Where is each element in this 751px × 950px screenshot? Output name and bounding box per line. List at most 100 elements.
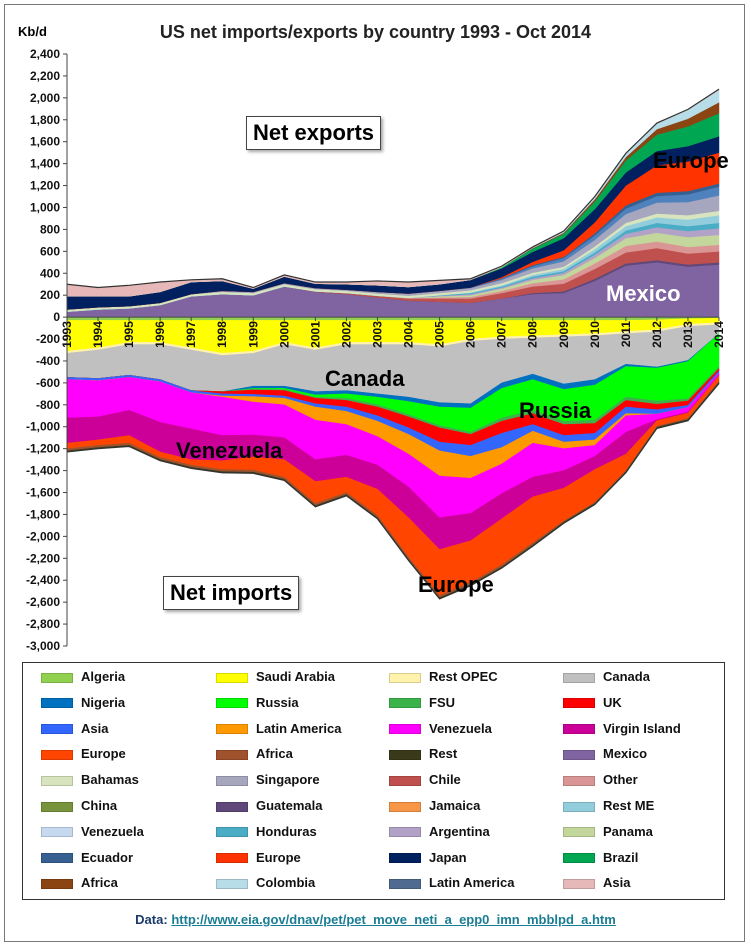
legend-swatch [563,698,595,709]
data-source: Data: http://www.eia.gov/dnav/pet/pet_mo… [0,912,751,927]
legend-swatch [216,853,248,864]
legend-swatch [216,749,248,760]
legend-label: Latin America [256,720,342,736]
y-tick-label: 600 [40,244,60,258]
y-tick-label: -1,400 [26,464,60,478]
legend-entry: Colombia [216,875,315,890]
legend-swatch [563,775,595,786]
legend-label: Europe [81,746,126,762]
x-tick-label: 1993 [60,321,74,348]
legend-swatch [563,724,595,735]
legend-entry: Honduras [216,824,317,839]
x-tick-label: 1996 [153,321,167,348]
legend-swatch [41,749,73,760]
legend-label: Africa [256,746,293,762]
x-tick-label: 2012 [650,321,664,348]
legend-swatch [563,801,595,812]
y-tick-label: -200 [36,332,60,346]
y-tick-label: 1,200 [30,179,60,193]
y-tick-label: -3,000 [26,639,60,653]
y-tick-label: 1,400 [30,157,60,171]
legend-label: Colombia [256,875,316,891]
legend-entry: Japan [389,850,467,865]
legend-swatch [563,853,595,864]
legend-entry: Asia [41,721,108,736]
x-tick-label: 1994 [91,321,105,348]
legend-entry: Jamaica [389,798,480,813]
x-tick-label: 1999 [246,321,260,348]
y-tick-label: 800 [40,222,60,236]
legend-entry: Chile [389,772,461,787]
x-tick-label: 2009 [557,321,571,348]
legend-label: Guatemala [256,798,323,813]
x-tick-label: 1995 [122,321,136,348]
x-tick-label: 2002 [339,321,353,348]
x-tick-label: 2001 [308,321,322,348]
legend-swatch [216,878,248,889]
legend-entry: Africa [216,746,293,761]
legend-swatch [41,878,73,889]
legend-swatch [389,801,421,812]
legend-entry: Virgin Island [563,721,681,736]
y-tick-label: 2,400 [30,47,60,61]
legend-swatch [563,749,595,760]
legend-entry: Nigeria [41,695,125,710]
legend-entry: Mexico [563,746,647,761]
legend-entry: Latin America [389,875,515,890]
y-tick-label: 0 [53,310,60,324]
legend-entry: Algeria [41,669,125,684]
legend-entry: Rest OPEC [389,669,498,684]
y-tick-label: 1,800 [30,113,60,127]
y-tick-label: -400 [36,354,60,368]
legend-swatch [563,878,595,889]
legend-entry: FSU [389,695,455,710]
legend-swatch [41,724,73,735]
legend-swatch [216,698,248,709]
legend-label: Chile [429,772,461,788]
x-tick-label: 2003 [370,321,384,348]
x-tick-label: 2005 [433,321,447,348]
legend-entry: Europe [216,850,301,865]
legend-entry: Panama [563,824,653,839]
legend-swatch [389,749,421,760]
legend-entry: Rest ME [563,798,654,813]
legend-entry: Rest [389,746,457,761]
legend-entry: Other [563,772,638,787]
legend-label: Jamaica [429,798,481,813]
legend-label: Asia [603,875,631,891]
legend-label: Latin America [429,875,515,891]
legend-label: Venezuela [81,823,144,839]
legend-label: Europe [256,849,301,865]
legend-swatch [41,698,73,709]
legend-swatch [216,724,248,735]
legend-label: Mexico [603,746,648,762]
legend-label: Canada [603,669,650,684]
legend-swatch [389,698,421,709]
legend-entry: Venezuela [41,824,144,839]
y-tick-label: -2,200 [26,551,60,565]
legend-label: China [81,798,118,813]
legend-swatch [389,878,421,889]
legend-label: Saudi Arabia [256,669,335,684]
legend-entry: Latin America [216,721,342,736]
source-link[interactable]: http://www.eia.gov/dnav/pet/pet_move_net… [171,912,616,927]
legend-label: Asia [81,720,109,736]
europe-import-label: Europe [418,572,494,597]
chart-frame [4,4,745,942]
y-tick-label: 1,600 [30,135,60,149]
legend-label: Other [603,772,638,788]
legend-entry: Africa [41,875,118,890]
canada-label: Canada [325,366,405,391]
legend-swatch [216,672,248,683]
x-tick-label: 1997 [184,321,198,348]
y-tick-label: 1,000 [30,200,60,214]
legend-swatch [41,775,73,786]
legend-label: Nigeria [81,694,126,710]
legend-swatch [41,853,73,864]
mexico-label: Mexico [606,281,681,306]
venezuela-label: Venezuela [176,438,283,463]
legend-label: Brazil [603,849,639,865]
source-label: Data: [135,912,168,927]
legend-entry: China [41,798,117,813]
x-tick-label: 2007 [495,321,509,348]
